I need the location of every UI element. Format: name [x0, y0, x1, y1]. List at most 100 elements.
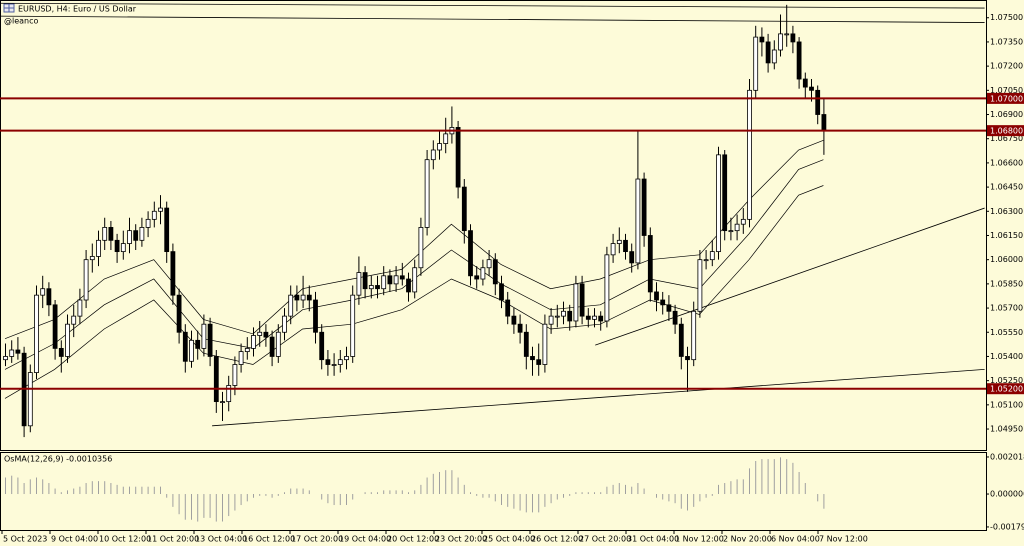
candle-body — [89, 256, 95, 261]
candle-body — [251, 335, 256, 349]
candle-body — [480, 267, 486, 280]
candle-body — [114, 239, 120, 253]
candle-body — [517, 323, 523, 333]
candle-body — [635, 178, 641, 264]
candle-body — [151, 210, 157, 220]
candle-body — [195, 339, 201, 349]
y-tick-label: 1.06300 — [990, 207, 1023, 216]
candle-body — [306, 294, 312, 301]
candle-body — [263, 331, 269, 338]
candle-body — [499, 283, 504, 301]
candle-body — [399, 275, 405, 280]
candle-body — [728, 230, 734, 233]
candle-body — [455, 127, 461, 188]
axes: 1.07500 1.07350 1.07200 1.07050 1.06900 1.067… — [1, 13, 1024, 544]
candle-body — [145, 218, 151, 228]
candle-body — [127, 230, 132, 244]
candle-body — [579, 283, 585, 317]
candle-body — [672, 310, 678, 325]
trend-line — [595, 207, 985, 346]
candle-body — [375, 285, 380, 290]
level-label: 1.07000 — [990, 94, 1023, 103]
candle-body — [158, 207, 163, 212]
candle-body — [610, 243, 616, 256]
candle-body — [437, 143, 442, 151]
candle-body — [77, 299, 83, 317]
trend-line — [0, 2, 985, 9]
candle-body — [350, 294, 356, 357]
candle-body — [337, 359, 343, 365]
candle-body — [83, 259, 89, 301]
y-tick-label: 0.0000000 — [990, 490, 1024, 499]
candle-body — [220, 401, 225, 404]
osma-title: OsMA(12,26,9) -0.0010356 — [4, 455, 112, 464]
candle-body — [796, 41, 802, 80]
candle-body — [561, 310, 566, 317]
candle-body — [753, 36, 759, 91]
candle-body — [418, 227, 424, 269]
candle-body — [381, 275, 387, 290]
candle-body — [716, 154, 721, 253]
y-tick-label: 1.06450 — [990, 183, 1023, 192]
candle-body — [300, 294, 306, 301]
x-tick-label: 19 Oct 04:00 — [339, 535, 391, 544]
candle-body — [244, 347, 250, 353]
y-tick-label: 1.06600 — [990, 158, 1023, 167]
y-tick-label: 1.07050 — [990, 86, 1023, 95]
candle-body — [424, 159, 430, 228]
candle-body — [573, 283, 579, 322]
candle-body — [647, 235, 653, 293]
x-tick-label: 16 Oct 12:00 — [243, 535, 295, 544]
y-tick-label: 1.05550 — [990, 328, 1023, 337]
candle-body — [362, 272, 368, 290]
candle-body — [232, 364, 238, 386]
candle-body — [567, 310, 573, 322]
x-tick-label: 31 Oct 04:00 — [627, 535, 679, 544]
y-tick-label: 1.06900 — [990, 110, 1023, 119]
candle-body — [654, 291, 659, 301]
candle-body — [65, 323, 70, 357]
y-tick-label: 1.05400 — [990, 352, 1023, 361]
candle-body — [356, 272, 362, 296]
candle-body — [802, 78, 808, 88]
candle-body — [530, 356, 535, 361]
candle-body — [623, 239, 628, 253]
candle-body — [313, 299, 318, 333]
menu-icon[interactable] — [3, 3, 15, 13]
candle-body — [182, 331, 188, 362]
candle-body — [505, 299, 511, 317]
x-tick-label: 27 Oct 20:00 — [579, 535, 631, 544]
candle-body — [585, 315, 591, 320]
envelope-line — [4, 159, 824, 370]
candle-body — [468, 230, 473, 277]
candle-body — [542, 323, 548, 365]
candle-body — [344, 356, 349, 361]
candle-body — [511, 315, 517, 325]
level-tag — [987, 383, 1024, 395]
x-tick-label: 25 Oct 04:00 — [483, 535, 535, 544]
x-tick-label: 11 Oct 20:00 — [147, 535, 199, 544]
candle-body — [641, 178, 647, 236]
candle-body — [691, 310, 697, 361]
candle-body — [257, 331, 263, 336]
candle-body — [387, 275, 393, 285]
y-tick-label: 1.07200 — [990, 62, 1023, 71]
candle-body — [120, 243, 126, 253]
candle-body — [722, 154, 728, 232]
candle-body — [740, 218, 746, 225]
candle-body — [809, 86, 814, 91]
candle-body — [821, 114, 827, 132]
symbol-title: EURUSD, H4: Euro / US Dollar — [18, 5, 137, 14]
x-tick-label: 7 Nov 12:00 — [819, 535, 868, 544]
level-tag — [987, 92, 1024, 104]
candle-body — [3, 356, 8, 361]
candle-body — [523, 331, 529, 357]
candle-body — [52, 304, 58, 349]
candle-body — [139, 227, 145, 241]
candle-body — [238, 351, 244, 365]
candle-body — [34, 294, 39, 373]
candle-body — [189, 339, 194, 362]
x-tick-label: 13 Oct 04:00 — [195, 535, 247, 544]
